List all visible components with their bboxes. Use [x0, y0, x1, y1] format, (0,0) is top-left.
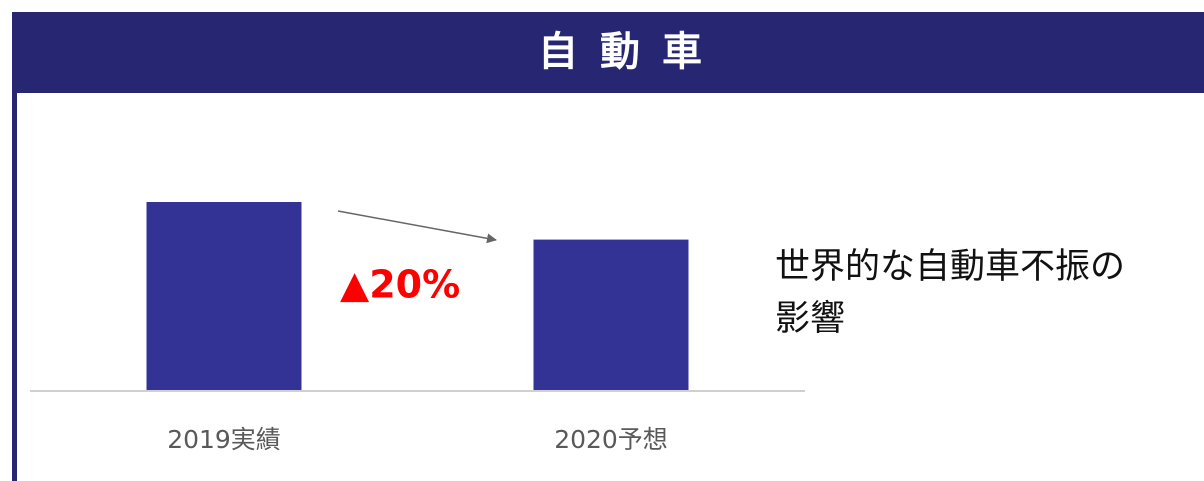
header-bar — [12, 12, 1204, 93]
trend-arrow — [337, 210, 497, 244]
bar — [146, 202, 302, 390]
x-tick-label: 2020予想 — [554, 425, 668, 454]
change-label: ▲20% — [340, 263, 460, 307]
left-border — [12, 93, 17, 481]
x-tick-label: 2019実績 — [167, 425, 281, 454]
note-line: 影響 — [775, 299, 845, 339]
note-line: 世界的な自動車不振の — [775, 247, 1125, 287]
bar — [533, 239, 689, 390]
chart-title: 自動車 — [538, 29, 724, 75]
